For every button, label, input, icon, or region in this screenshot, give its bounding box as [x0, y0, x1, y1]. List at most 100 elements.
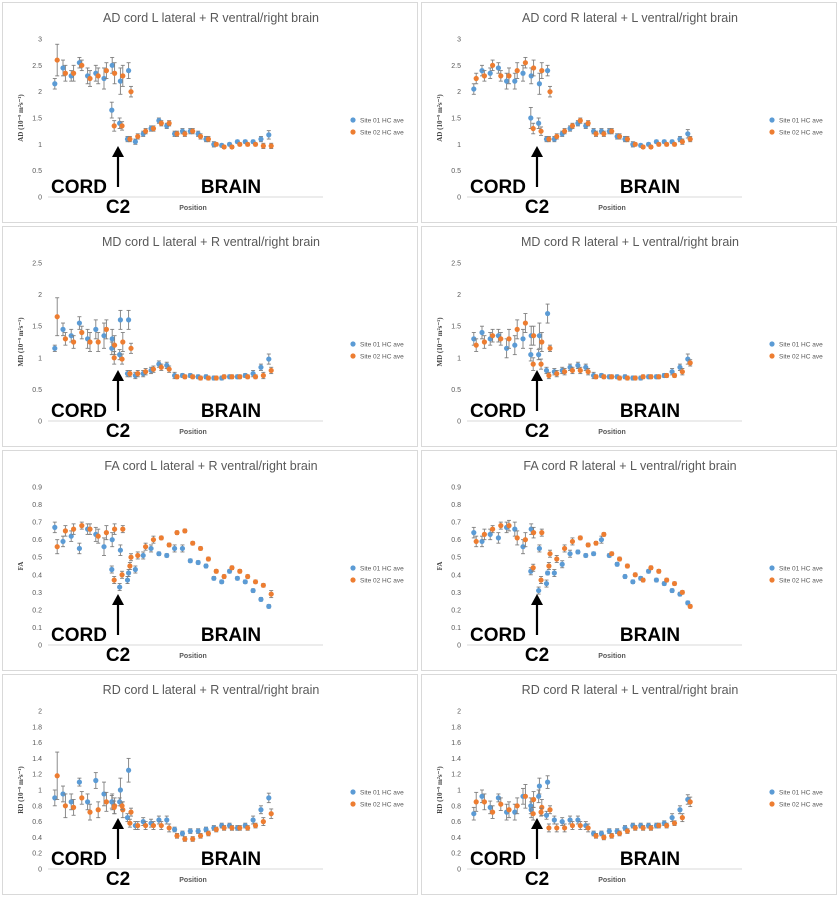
site02-brain-point	[624, 375, 630, 381]
y-tick-label: 0.8	[451, 803, 461, 810]
chart-panel: RD cord L lateral + R ventral/right brai…	[2, 674, 418, 895]
site02-brain-point	[687, 799, 693, 805]
site02-brain-point	[252, 374, 259, 380]
site01-brain-point	[536, 120, 542, 126]
site02-cord-point	[490, 62, 496, 68]
site01-cord-point	[60, 791, 66, 797]
legend-marker	[769, 801, 775, 807]
site01-brain-point	[109, 107, 115, 113]
site02-brain-point	[640, 374, 646, 380]
y-tick-label: 2.5	[32, 261, 42, 268]
site02-brain-point	[530, 361, 536, 367]
y-tick-label: 2	[38, 292, 42, 299]
site02-brain-point	[111, 804, 117, 810]
site02-cord-point	[54, 544, 60, 550]
site02-brain-point	[190, 540, 196, 546]
site02-cord-point	[531, 65, 537, 71]
site02-brain-point	[546, 825, 552, 831]
site02-cord-point	[71, 339, 77, 345]
site01-cord-point	[479, 793, 485, 799]
site01-brain-point	[164, 362, 170, 368]
chart-svg: FA cord L lateral + R ventral/right brai…	[17, 459, 404, 666]
site01-cord-point	[528, 73, 534, 79]
site02-brain-point	[135, 371, 141, 377]
y-tick-label: 0	[38, 195, 42, 202]
legend-marker	[769, 341, 775, 347]
legend-marker	[350, 565, 356, 571]
legend-label: Site 02 HC ave	[779, 129, 823, 136]
site01-cord-point	[520, 70, 526, 76]
site01-brain-point	[266, 795, 272, 801]
site01-brain-point	[250, 817, 256, 823]
site02-brain-point	[593, 374, 599, 380]
legend-label: Site 02 HC ave	[360, 577, 404, 584]
site01-brain-point	[195, 559, 201, 566]
site02-cord-point	[87, 809, 93, 815]
site02-brain-point	[237, 374, 243, 380]
site02-cord-point	[490, 526, 496, 532]
site01-cord-point	[479, 329, 485, 336]
site02-brain-point	[664, 577, 670, 583]
site01-cord-point	[76, 779, 82, 785]
site01-cord-point	[93, 326, 99, 332]
site01-brain-point	[234, 575, 240, 581]
site02-brain-point	[601, 374, 607, 380]
site01-brain-point	[266, 356, 272, 362]
legend-label: Site 02 HC ave	[360, 353, 404, 360]
site02-cord-point	[547, 551, 553, 557]
site02-cord-point	[103, 326, 109, 332]
site02-brain-point	[268, 591, 274, 597]
site01-brain-point	[583, 552, 589, 559]
y-tick-label: 0.2	[32, 607, 42, 614]
site01-cord-point	[52, 345, 58, 351]
site01-cord-point	[471, 811, 477, 817]
y-tick-label: 0.7	[32, 520, 42, 527]
site02-brain-point	[182, 131, 188, 137]
site02-brain-point	[664, 822, 670, 829]
site02-brain-point	[624, 563, 630, 569]
site02-brain-point	[166, 825, 172, 831]
site01-cord-point	[68, 799, 74, 805]
site01-brain-point	[266, 603, 272, 609]
site02-brain-point	[127, 563, 133, 569]
site02-cord-point	[531, 530, 537, 536]
y-tick-label: 0.6	[451, 819, 461, 826]
site01-cord-point	[101, 333, 107, 339]
site02-brain-point	[205, 375, 211, 381]
brain-label: BRAIN	[620, 849, 680, 870]
site02-brain-point	[158, 120, 164, 126]
legend-label: Site 01 HC ave	[360, 565, 404, 572]
y-tick-label: 2	[38, 89, 42, 96]
brain-label: BRAIN	[201, 625, 261, 646]
site02-brain-point	[174, 530, 180, 536]
legend-label: Site 02 HC ave	[360, 801, 404, 808]
site01-brain-point	[598, 537, 605, 543]
y-tick-label: 0.5	[32, 555, 42, 562]
y-tick-label: 0	[38, 419, 42, 426]
site02-brain-point	[237, 825, 243, 831]
y-tick-label: 0.4	[451, 835, 461, 842]
y-tick-label: 0.2	[451, 607, 461, 614]
x-axis-label: Position	[179, 877, 207, 884]
site02-brain-point	[127, 371, 133, 377]
site02-cord-point	[71, 526, 77, 532]
site02-cord-point	[473, 75, 479, 82]
legend-marker	[350, 353, 356, 359]
site02-brain-point	[640, 825, 646, 831]
site02-brain-point	[601, 131, 607, 137]
legend-marker	[769, 577, 775, 583]
y-tick-label: 0	[38, 867, 42, 874]
site02-cord-point	[514, 535, 520, 541]
y-tick-label: 1.4	[451, 756, 461, 763]
site02-brain-point	[648, 825, 654, 831]
y-tick-label: 1.2	[32, 772, 42, 779]
site02-brain-point	[569, 367, 576, 374]
y-tick-label: 0	[38, 643, 42, 650]
site01-cord-point	[52, 524, 58, 530]
site02-cord-point	[128, 554, 134, 560]
site02-brain-point	[593, 833, 599, 839]
site02-brain-point	[562, 369, 568, 375]
site02-cord-point	[128, 345, 134, 351]
x-axis-label: Position	[179, 205, 207, 212]
site01-brain-point	[543, 812, 550, 818]
